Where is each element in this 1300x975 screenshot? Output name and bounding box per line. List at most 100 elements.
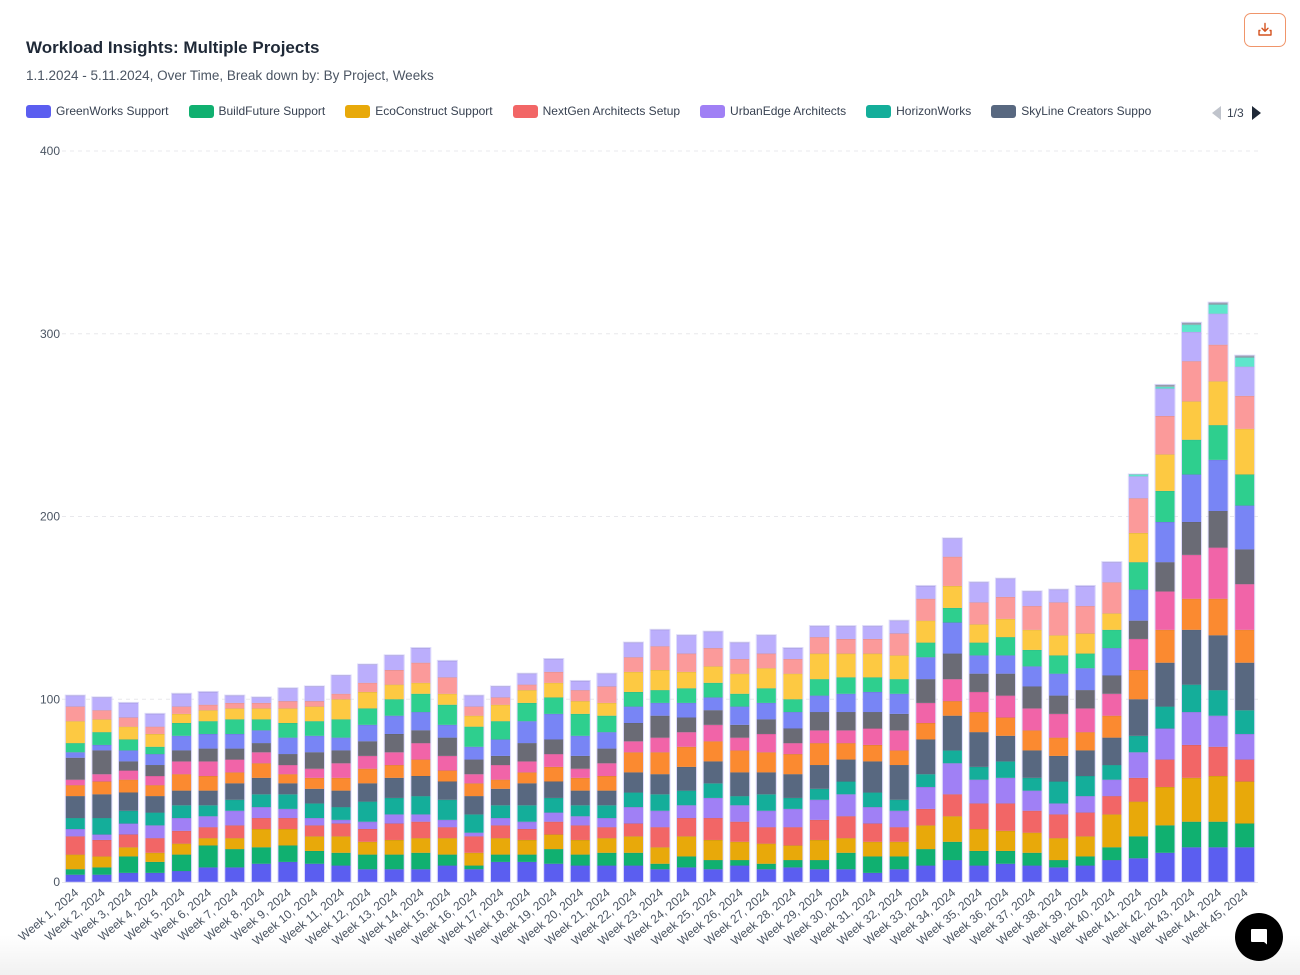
bar-segment[interactable] xyxy=(730,841,750,861)
bar-segment[interactable] xyxy=(304,686,325,702)
bar-segment[interactable] xyxy=(304,825,325,837)
bar-segment[interactable] xyxy=(118,779,139,793)
bar-segment[interactable] xyxy=(1102,629,1122,649)
bar-segment[interactable] xyxy=(889,633,909,656)
bar-segment[interactable] xyxy=(198,838,218,846)
bar-segment[interactable] xyxy=(1102,582,1122,614)
bar-segment[interactable] xyxy=(1181,554,1202,599)
bar-segment[interactable] xyxy=(1049,838,1069,861)
bar-segment[interactable] xyxy=(198,805,218,817)
bar-segment[interactable] xyxy=(836,869,856,882)
bar-segment[interactable] xyxy=(464,796,484,815)
bar-segment[interactable] xyxy=(863,872,883,882)
bar-segment[interactable] xyxy=(969,624,989,643)
bar-segment[interactable] xyxy=(1102,613,1122,630)
bar-segment[interactable] xyxy=(304,836,325,851)
bar-segment[interactable] xyxy=(889,827,909,842)
bar-segment[interactable] xyxy=(544,863,564,882)
bar-segment[interactable] xyxy=(889,810,909,828)
bar-segment[interactable] xyxy=(225,867,245,882)
bar-segment[interactable] xyxy=(1102,648,1122,676)
bar-segment[interactable] xyxy=(650,690,670,703)
bar-segment[interactable] xyxy=(1181,684,1202,713)
bar-segment[interactable] xyxy=(623,823,643,837)
bar-segment[interactable] xyxy=(756,719,776,734)
bar-segment[interactable] xyxy=(597,748,617,764)
bar-segment[interactable] xyxy=(358,829,378,842)
bar-segment[interactable] xyxy=(969,642,989,656)
bar-segment[interactable] xyxy=(863,792,883,808)
bar-segment[interactable] xyxy=(1022,666,1042,687)
bar-segment[interactable] xyxy=(544,739,564,755)
bar-segment[interactable] xyxy=(464,695,484,707)
bar-segment[interactable] xyxy=(1102,779,1122,797)
bar-segment[interactable] xyxy=(118,717,139,727)
bar-segment[interactable] xyxy=(65,743,85,753)
bar-segment[interactable] xyxy=(836,693,856,713)
bar-segment[interactable] xyxy=(411,682,431,694)
bar-segment[interactable] xyxy=(650,794,670,811)
bar-segment[interactable] xyxy=(836,794,856,817)
bar-segment[interactable] xyxy=(517,839,537,855)
bar-segment[interactable] xyxy=(756,869,776,882)
bar-segment[interactable] xyxy=(889,799,909,811)
bar-segment[interactable] xyxy=(995,637,1016,656)
bar-segment[interactable] xyxy=(1235,781,1255,824)
bar-segment[interactable] xyxy=(677,688,697,703)
bar-segment[interactable] xyxy=(863,677,883,692)
bar-segment[interactable] xyxy=(225,733,245,749)
bar-segment[interactable] xyxy=(1075,812,1095,837)
bar-segment[interactable] xyxy=(597,818,617,828)
bar-segment[interactable] xyxy=(1102,675,1122,694)
bar-segment[interactable] xyxy=(1181,521,1202,555)
bar-segment[interactable] xyxy=(942,841,962,861)
bar-segment[interactable] xyxy=(677,671,697,689)
bar-segment[interactable] xyxy=(730,865,750,882)
bar-segment[interactable] xyxy=(1155,706,1175,729)
bar-segment[interactable] xyxy=(118,823,139,835)
bar-segment[interactable] xyxy=(358,801,378,822)
bar-segment[interactable] xyxy=(969,865,989,882)
bar-segment[interactable] xyxy=(889,713,909,731)
bar-segment[interactable] xyxy=(809,765,830,789)
bar-segment[interactable] xyxy=(969,766,989,780)
bar-segment[interactable] xyxy=(570,865,590,882)
bar-segment[interactable] xyxy=(1049,655,1069,674)
bar-segment[interactable] xyxy=(1155,629,1175,663)
bar-segment[interactable] xyxy=(783,797,803,809)
bar-segment[interactable] xyxy=(1208,344,1228,382)
bar-segment[interactable] xyxy=(916,723,936,740)
bar-segment[interactable] xyxy=(331,699,351,720)
bar-segment[interactable] xyxy=(570,839,590,855)
bar-segment[interactable] xyxy=(225,772,245,784)
bar-segment[interactable] xyxy=(916,774,936,787)
bar-segment[interactable] xyxy=(145,733,165,747)
bar-segment[interactable] xyxy=(198,704,218,711)
bar-segment[interactable] xyxy=(304,735,325,753)
bar-segment[interactable] xyxy=(198,721,218,734)
bar-segment[interactable] xyxy=(464,836,484,853)
bar-segment[interactable] xyxy=(251,807,271,819)
bar-segment[interactable] xyxy=(969,673,989,692)
bar-segment[interactable] xyxy=(384,839,404,855)
bar-segment[interactable] xyxy=(623,691,643,707)
bar-segment[interactable] xyxy=(650,752,670,775)
bar-segment[interactable] xyxy=(384,670,404,685)
bar-segment[interactable] xyxy=(1128,562,1148,590)
bar-segment[interactable] xyxy=(863,638,883,654)
bar-segment[interactable] xyxy=(809,860,830,870)
bar-segment[interactable] xyxy=(92,839,112,857)
bar-segment[interactable] xyxy=(916,598,936,621)
bar-segment[interactable] xyxy=(969,582,989,603)
bar-segment[interactable] xyxy=(384,797,404,815)
bar-segment[interactable] xyxy=(331,790,351,808)
bar-segment[interactable] xyxy=(1049,737,1069,756)
bar-segment[interactable] xyxy=(995,863,1016,882)
bar-segment[interactable] xyxy=(703,797,723,819)
bar-segment[interactable] xyxy=(730,693,750,707)
bar-segment[interactable] xyxy=(251,847,271,864)
legend-item[interactable]: SkyLine Creators Suppo xyxy=(991,104,1151,118)
bar-segment[interactable] xyxy=(437,838,457,855)
bar-segment[interactable] xyxy=(411,648,431,663)
bar-segment[interactable] xyxy=(783,845,803,861)
